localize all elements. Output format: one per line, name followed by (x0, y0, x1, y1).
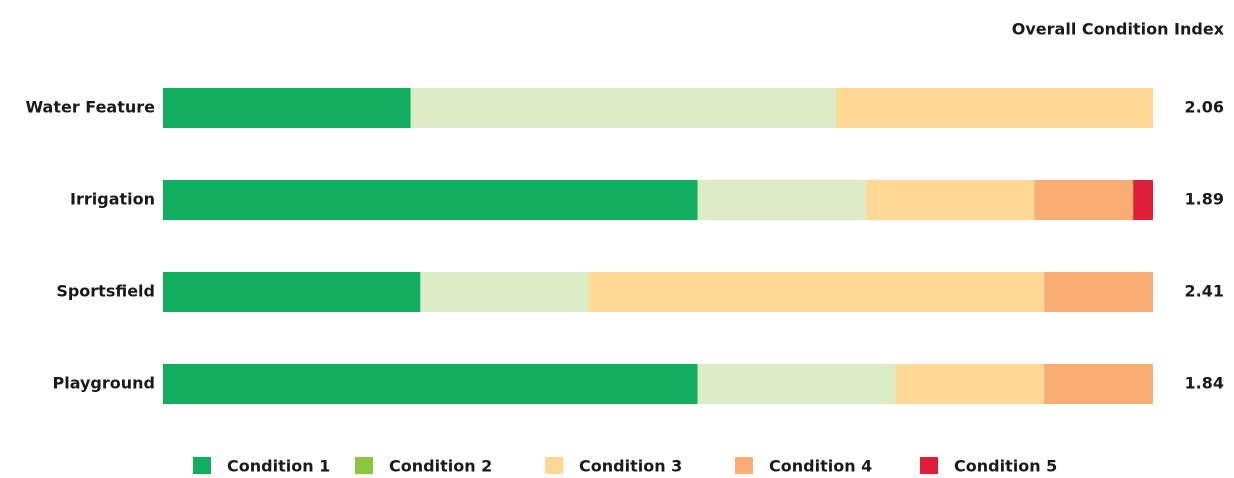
bar-segment (163, 180, 698, 220)
index-value: 2.06 (1185, 98, 1224, 117)
category-label: Playground (52, 374, 155, 393)
bar-segment (895, 364, 1045, 404)
legend-swatch (545, 457, 563, 475)
bar-segment (163, 88, 411, 128)
legend-swatch (355, 457, 373, 475)
legend-label: Condition 2 (389, 457, 492, 475)
legend-swatch (193, 457, 211, 475)
category-label: Irrigation (70, 190, 155, 209)
category-label: Sportsfield (56, 282, 155, 301)
bar-segment (410, 88, 837, 128)
bar-segment (697, 364, 896, 404)
legend-label: Condition 4 (769, 457, 872, 475)
bar-segment (1044, 272, 1153, 312)
bar-segment (1044, 364, 1153, 404)
index-value: 2.41 (1185, 282, 1224, 301)
index-value: 1.89 (1185, 190, 1224, 209)
bar-segment (163, 364, 698, 404)
bar-segment (1133, 180, 1153, 220)
bar-segment (697, 180, 866, 220)
legend-label: Condition 3 (579, 457, 682, 475)
legend-label: Condition 1 (227, 457, 330, 475)
bar-segment (163, 272, 421, 312)
legend-swatch (920, 457, 938, 475)
legend-swatch (735, 457, 753, 475)
bar-segment (865, 180, 1035, 220)
legend-label: Condition 5 (954, 457, 1057, 475)
category-label: Water Feature (25, 98, 155, 117)
index-value: 1.84 (1185, 374, 1224, 393)
value-title: Overall Condition Index (1012, 20, 1225, 39)
bar-segment (1034, 180, 1134, 220)
bar-segment (420, 272, 589, 312)
bar-segment (836, 88, 1153, 128)
bar-segment (588, 272, 1045, 312)
